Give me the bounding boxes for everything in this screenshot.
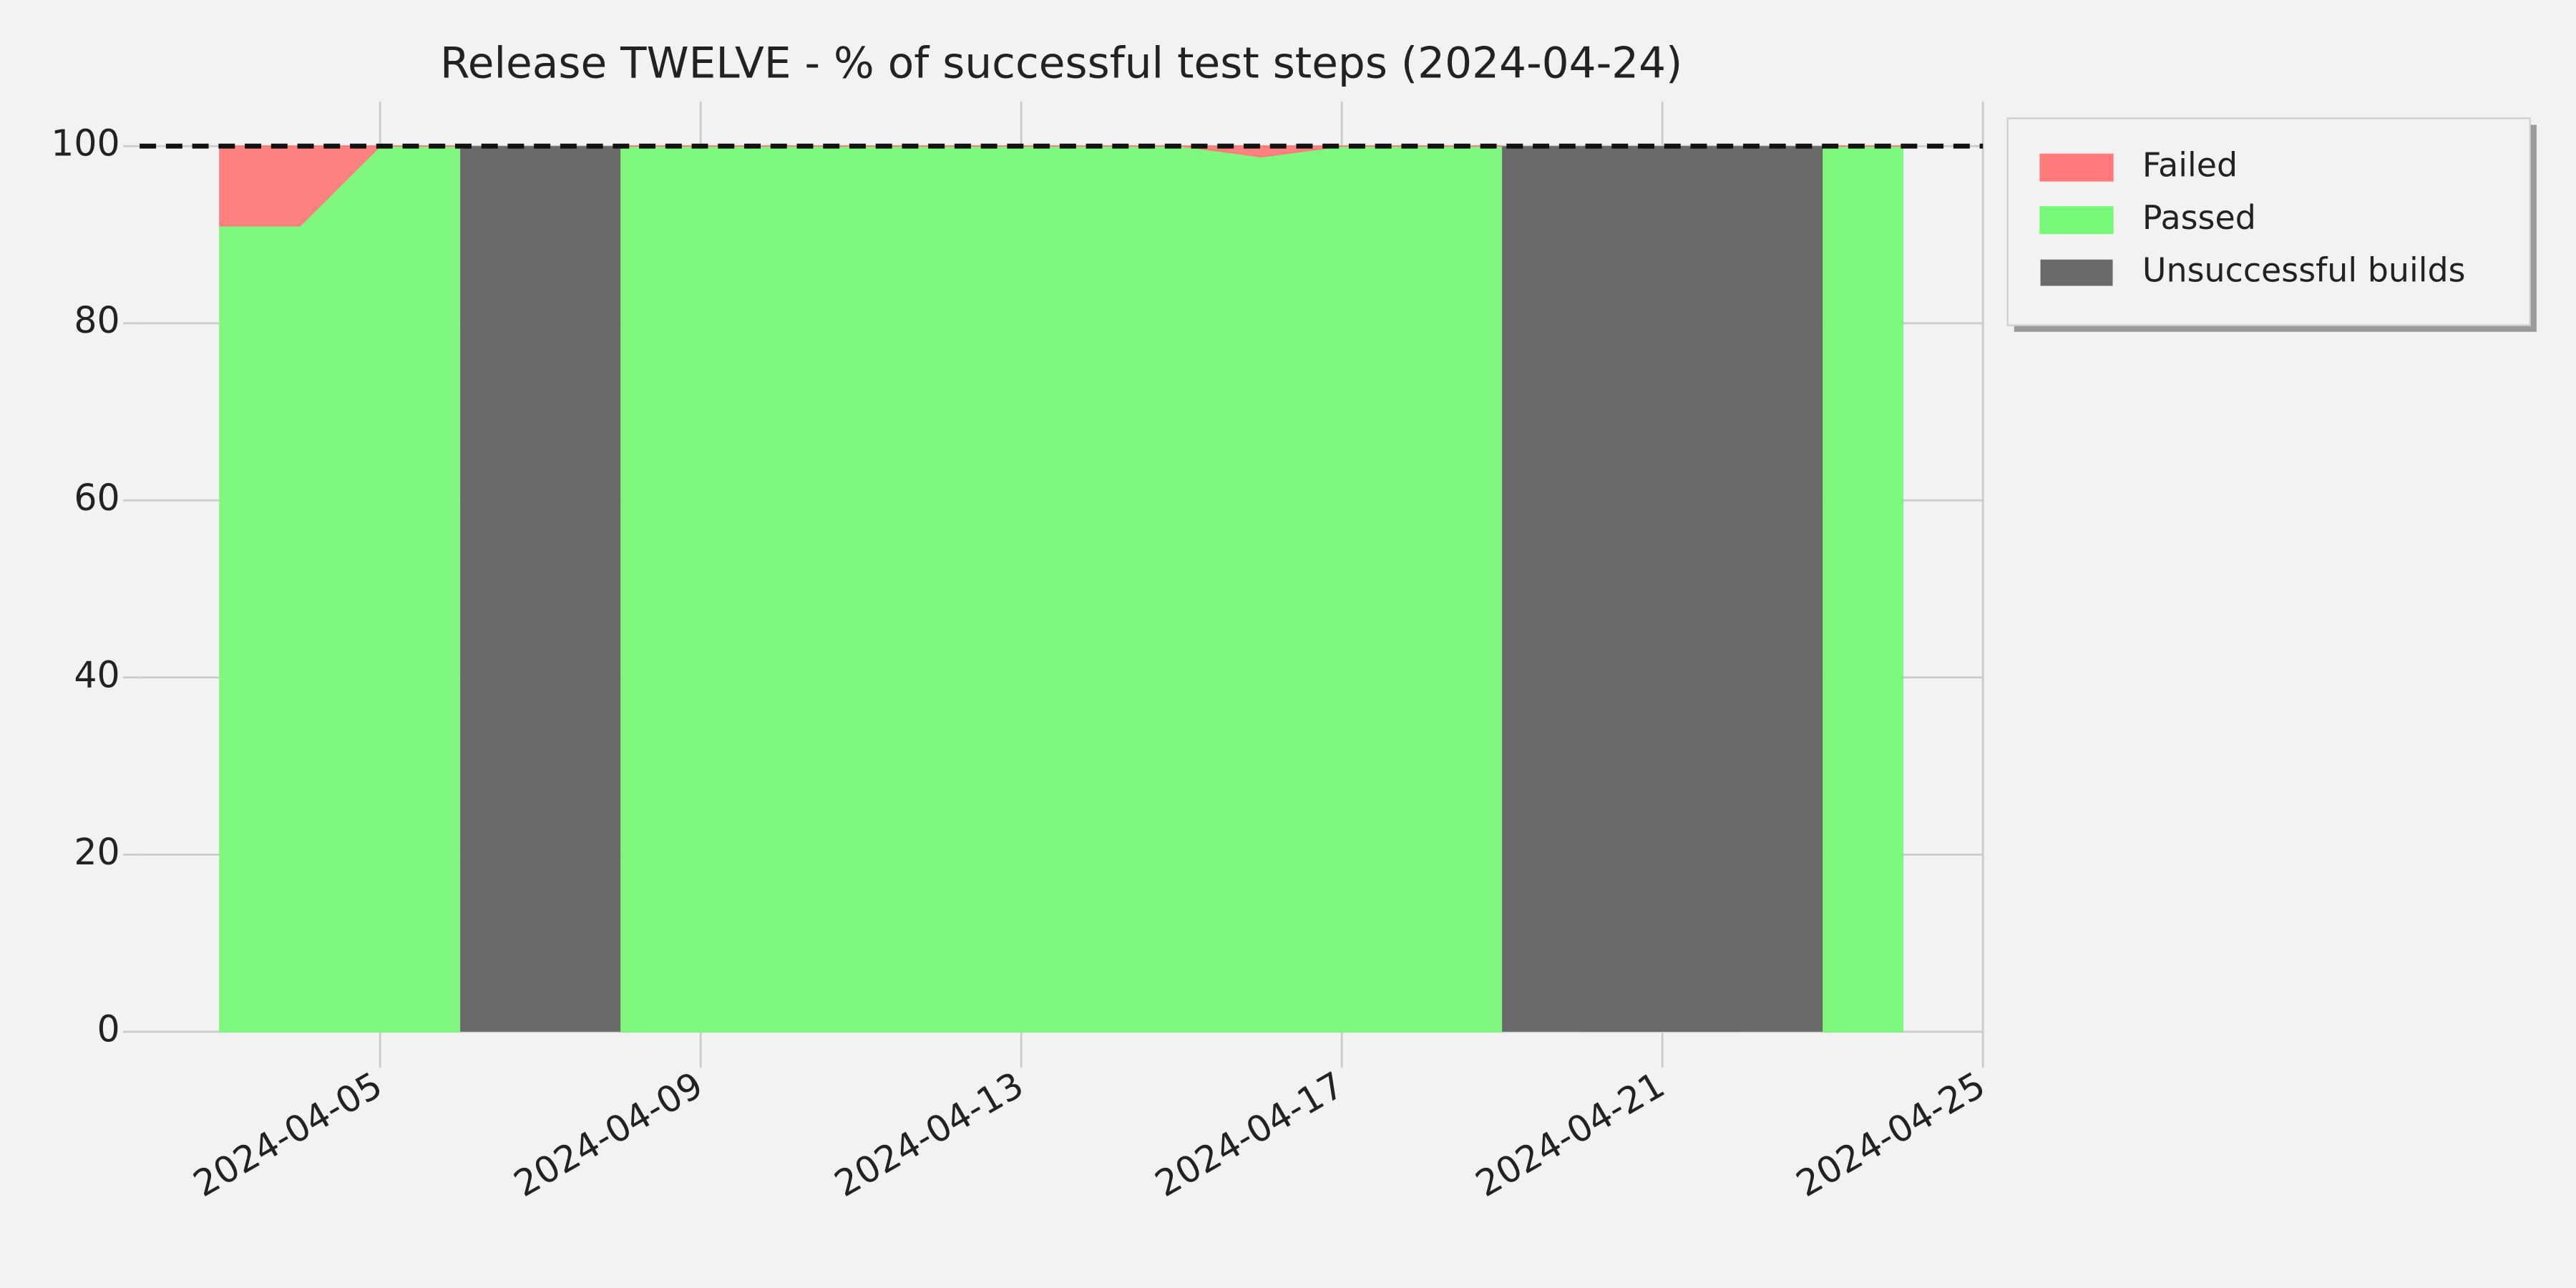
legend-label: Unsuccessful builds — [2142, 251, 2466, 290]
y-tick-label: 0 — [97, 1008, 119, 1050]
legend-swatch — [2039, 153, 2114, 182]
y-tick-label: 100 — [51, 122, 119, 165]
area — [1822, 145, 1904, 1033]
area — [620, 145, 1503, 1033]
chart-title: Release TWELVE - % of successful test st… — [440, 39, 1682, 88]
area — [219, 145, 462, 1033]
legend-label: Failed — [2142, 146, 2238, 185]
band — [460, 146, 621, 1032]
data — [219, 145, 1904, 1033]
legend-swatch — [2039, 206, 2114, 235]
legend-label: Passed — [2142, 198, 2256, 237]
legend-swatch — [2040, 259, 2113, 286]
overlay: Failed Passed Unsuccessful builds — [140, 117, 2537, 332]
y-tick-label: 40 — [74, 653, 119, 696]
band — [1662, 146, 1823, 1032]
y-tick-label: 20 — [74, 831, 119, 873]
y-tick-label: 60 — [74, 477, 119, 519]
y-tick-label: 80 — [74, 299, 119, 341]
